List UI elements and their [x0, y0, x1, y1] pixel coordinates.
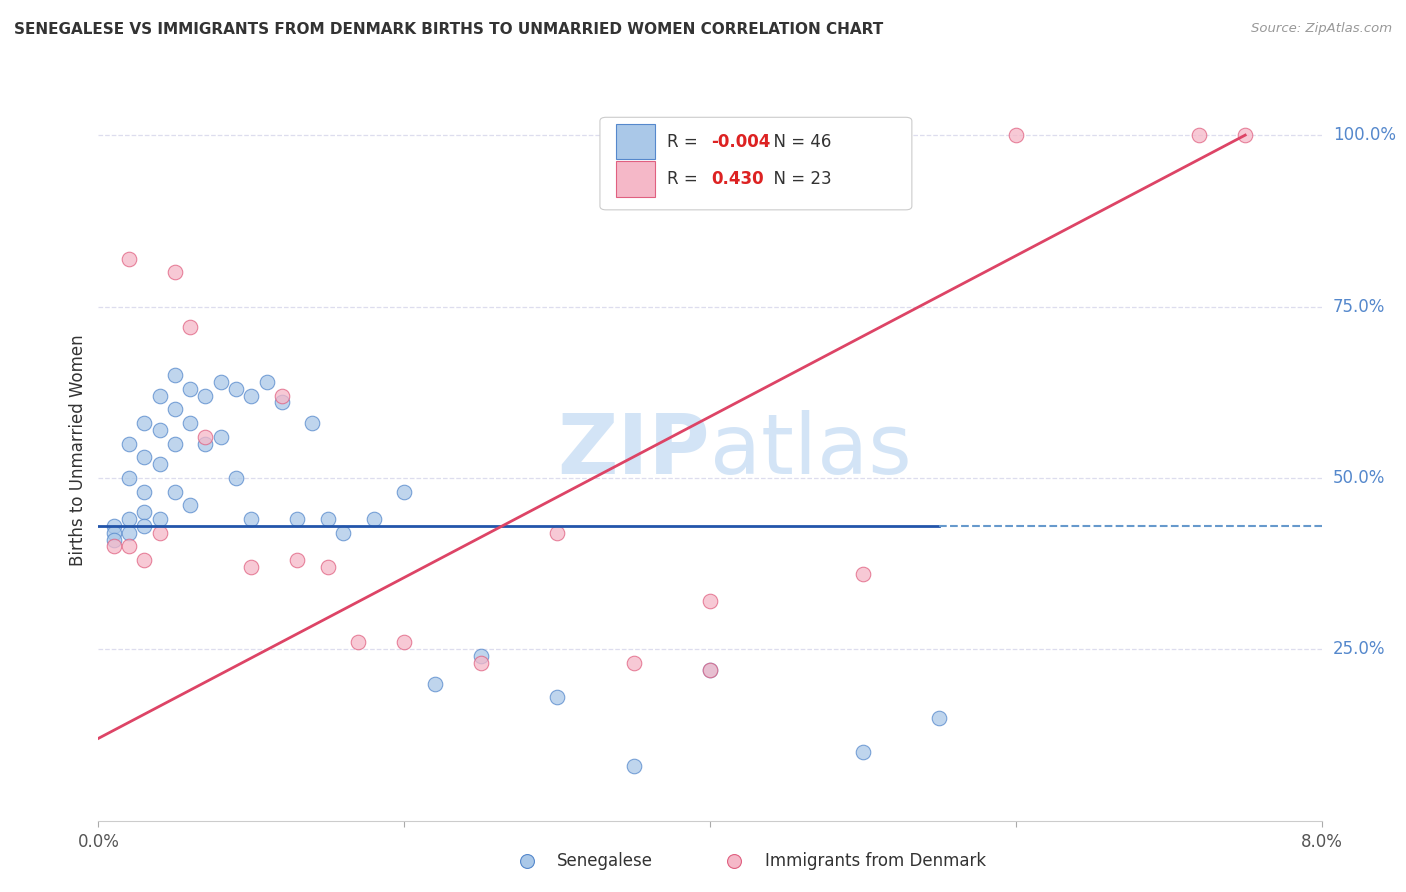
Point	[316, 560, 339, 574]
Text: 50.0%: 50.0%	[1333, 469, 1385, 487]
Point	[163, 436, 186, 450]
Point	[103, 540, 125, 554]
Text: Senegalese: Senegalese	[557, 853, 654, 871]
Point	[1234, 128, 1257, 142]
Point	[179, 382, 201, 396]
Point	[1004, 128, 1026, 142]
Point	[699, 594, 721, 608]
Text: SENEGALESE VS IMMIGRANTS FROM DENMARK BIRTHS TO UNMARRIED WOMEN CORRELATION CHAR: SENEGALESE VS IMMIGRANTS FROM DENMARK BI…	[14, 22, 883, 37]
Point	[179, 498, 201, 512]
Text: R =: R =	[668, 169, 709, 187]
Point	[118, 525, 141, 540]
Point	[209, 430, 232, 444]
Point	[546, 525, 568, 540]
Point	[316, 512, 339, 526]
Point	[699, 663, 721, 677]
Point	[194, 430, 217, 444]
Point	[163, 484, 186, 499]
Point	[470, 656, 492, 670]
Point	[240, 512, 263, 526]
Point	[134, 553, 156, 567]
Text: 100.0%: 100.0%	[1333, 126, 1396, 145]
Text: N = 46: N = 46	[762, 133, 831, 151]
Point	[852, 745, 875, 759]
Point	[163, 368, 186, 382]
Point	[118, 471, 141, 485]
Point	[270, 395, 294, 409]
Point	[623, 656, 645, 670]
Point	[225, 471, 247, 485]
Point	[134, 484, 156, 499]
Point	[347, 635, 370, 649]
Point	[194, 436, 217, 450]
Text: ZIP: ZIP	[558, 410, 710, 491]
Point	[134, 519, 156, 533]
Point	[240, 560, 263, 574]
Point	[332, 525, 354, 540]
Point	[149, 423, 172, 437]
Point	[103, 525, 125, 540]
Text: atlas: atlas	[710, 410, 911, 491]
Point	[240, 389, 263, 403]
Point	[1188, 128, 1211, 142]
Point	[852, 566, 875, 581]
Point	[423, 676, 446, 690]
Point	[225, 382, 247, 396]
Point	[623, 759, 645, 773]
Point	[699, 663, 721, 677]
Text: 75.0%: 75.0%	[1333, 298, 1385, 316]
Point	[118, 512, 141, 526]
Point	[118, 436, 141, 450]
Point	[134, 450, 156, 465]
Point	[301, 416, 323, 430]
Point	[209, 375, 232, 389]
Point	[363, 512, 385, 526]
Text: Immigrants from Denmark: Immigrants from Denmark	[765, 853, 986, 871]
Point	[134, 416, 156, 430]
Text: 25.0%: 25.0%	[1333, 640, 1385, 658]
Point	[149, 457, 172, 471]
Point	[103, 519, 125, 533]
Text: Source: ZipAtlas.com: Source: ZipAtlas.com	[1251, 22, 1392, 36]
Point	[194, 389, 217, 403]
Point	[149, 512, 172, 526]
Point	[392, 635, 416, 649]
Point	[118, 252, 141, 266]
Point	[285, 553, 308, 567]
Point	[270, 389, 294, 403]
Point	[928, 711, 950, 725]
Text: N = 23: N = 23	[762, 169, 831, 187]
Bar	[616, 124, 655, 160]
Point	[163, 265, 186, 279]
Text: -0.004: -0.004	[711, 133, 770, 151]
FancyBboxPatch shape	[600, 118, 912, 210]
Text: R =: R =	[668, 133, 703, 151]
Point	[546, 690, 568, 705]
Point	[179, 416, 201, 430]
Point	[470, 649, 492, 664]
Point	[285, 512, 308, 526]
Point	[118, 540, 141, 554]
Point	[392, 484, 416, 499]
Point	[149, 389, 172, 403]
Point	[149, 525, 172, 540]
Y-axis label: Births to Unmarried Women: Births to Unmarried Women	[69, 334, 87, 566]
Point	[163, 402, 186, 417]
Point	[103, 533, 125, 547]
Point	[134, 505, 156, 519]
Bar	[616, 161, 655, 196]
Point	[179, 320, 201, 334]
Text: 0.430: 0.430	[711, 169, 763, 187]
Point	[256, 375, 278, 389]
